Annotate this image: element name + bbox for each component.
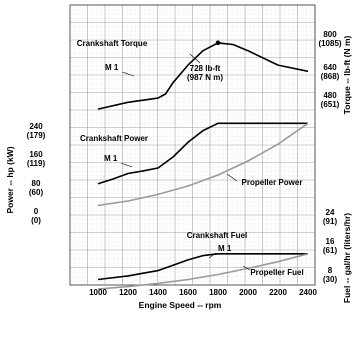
fuel-axis-title: Fuel -- gal/hr (liters/hr) [342,213,352,303]
propeller-fuel-leader [242,265,251,271]
x-tick-labels: 1000 1200 1400 1600 1800 2000 2200 2400 [89,288,317,297]
fuel-tick-label: 16 (61) [323,237,338,255]
fuel-tick-label: 24 (91) [323,208,338,226]
crankshaft-power-label: Crankshaft Power [80,134,148,143]
major-grid [70,5,315,285]
torque-axis-title: Torque -- lb-ft (N m) [342,35,352,114]
crankshaft-torque-label: Crankshaft Torque [77,39,148,48]
power-tick-label: 160 (119) [27,150,46,168]
propeller-fuel-line [97,253,309,290]
propeller-power-label: Propeller Power [242,178,303,187]
torque-tick-label: 640 (868) [321,63,340,81]
x-tick-label: 2000 [239,288,257,297]
fuel-m1-leader [208,252,217,259]
propeller-power-line [97,122,309,207]
power-tick-labels: 240 (179) 160 (119) 80 (60) 0 (0) [27,122,46,225]
x-tick-label: 1000 [89,288,107,297]
crankshaft-fuel-line [97,253,308,281]
power-tick-label: 80 (60) [29,179,44,197]
plot-frame [69,4,316,286]
power-m1-label: M 1 [104,154,118,163]
torque-peak-marker [215,40,221,46]
crankshaft-fuel-label: Crankshaft Fuel [187,231,247,240]
power-tick-label: 240 (179) [27,122,46,140]
x-tick-label: 2200 [269,288,287,297]
fuel-tick-labels: 24 (91) 16 (61) 8 (30) [323,208,338,284]
x-tick-label: 2400 [299,288,317,297]
torque-tick-label: 480 (651) [321,91,340,109]
x-tick-label: 1400 [149,288,167,297]
x-axis-title: Engine Speed -- rpm [139,300,222,310]
fuel-tick-label: 8 (30) [323,266,338,284]
torque-tick-labels: 800 (1085) 640 (868) 480 (651) [318,30,341,109]
x-tick-label: 1200 [119,288,137,297]
torque-tick-label: 800 (1085) [318,30,341,48]
propeller-fuel-label: Propeller Fuel [250,268,303,277]
x-tick-label: 1800 [209,288,227,297]
series-layer [97,40,309,290]
torque-m1-label: M 1 [105,63,119,72]
power-tick-label: 0 (0) [31,207,41,225]
power-m1-leader [120,162,133,168]
torque-peak-label: 728 lb-ft (987 N m) [187,64,223,82]
fuel-m1-label: M 1 [218,244,232,253]
x-tick-label: 1600 [179,288,197,297]
crankshaft-power-line [97,122,308,185]
torque-peak-leader [189,53,201,64]
propeller-power-leader [226,173,238,182]
power-axis-title: Power -- hp (kW) [5,146,15,213]
crankshaft-torque-line [97,42,309,110]
torque-m1-leader [121,71,135,77]
